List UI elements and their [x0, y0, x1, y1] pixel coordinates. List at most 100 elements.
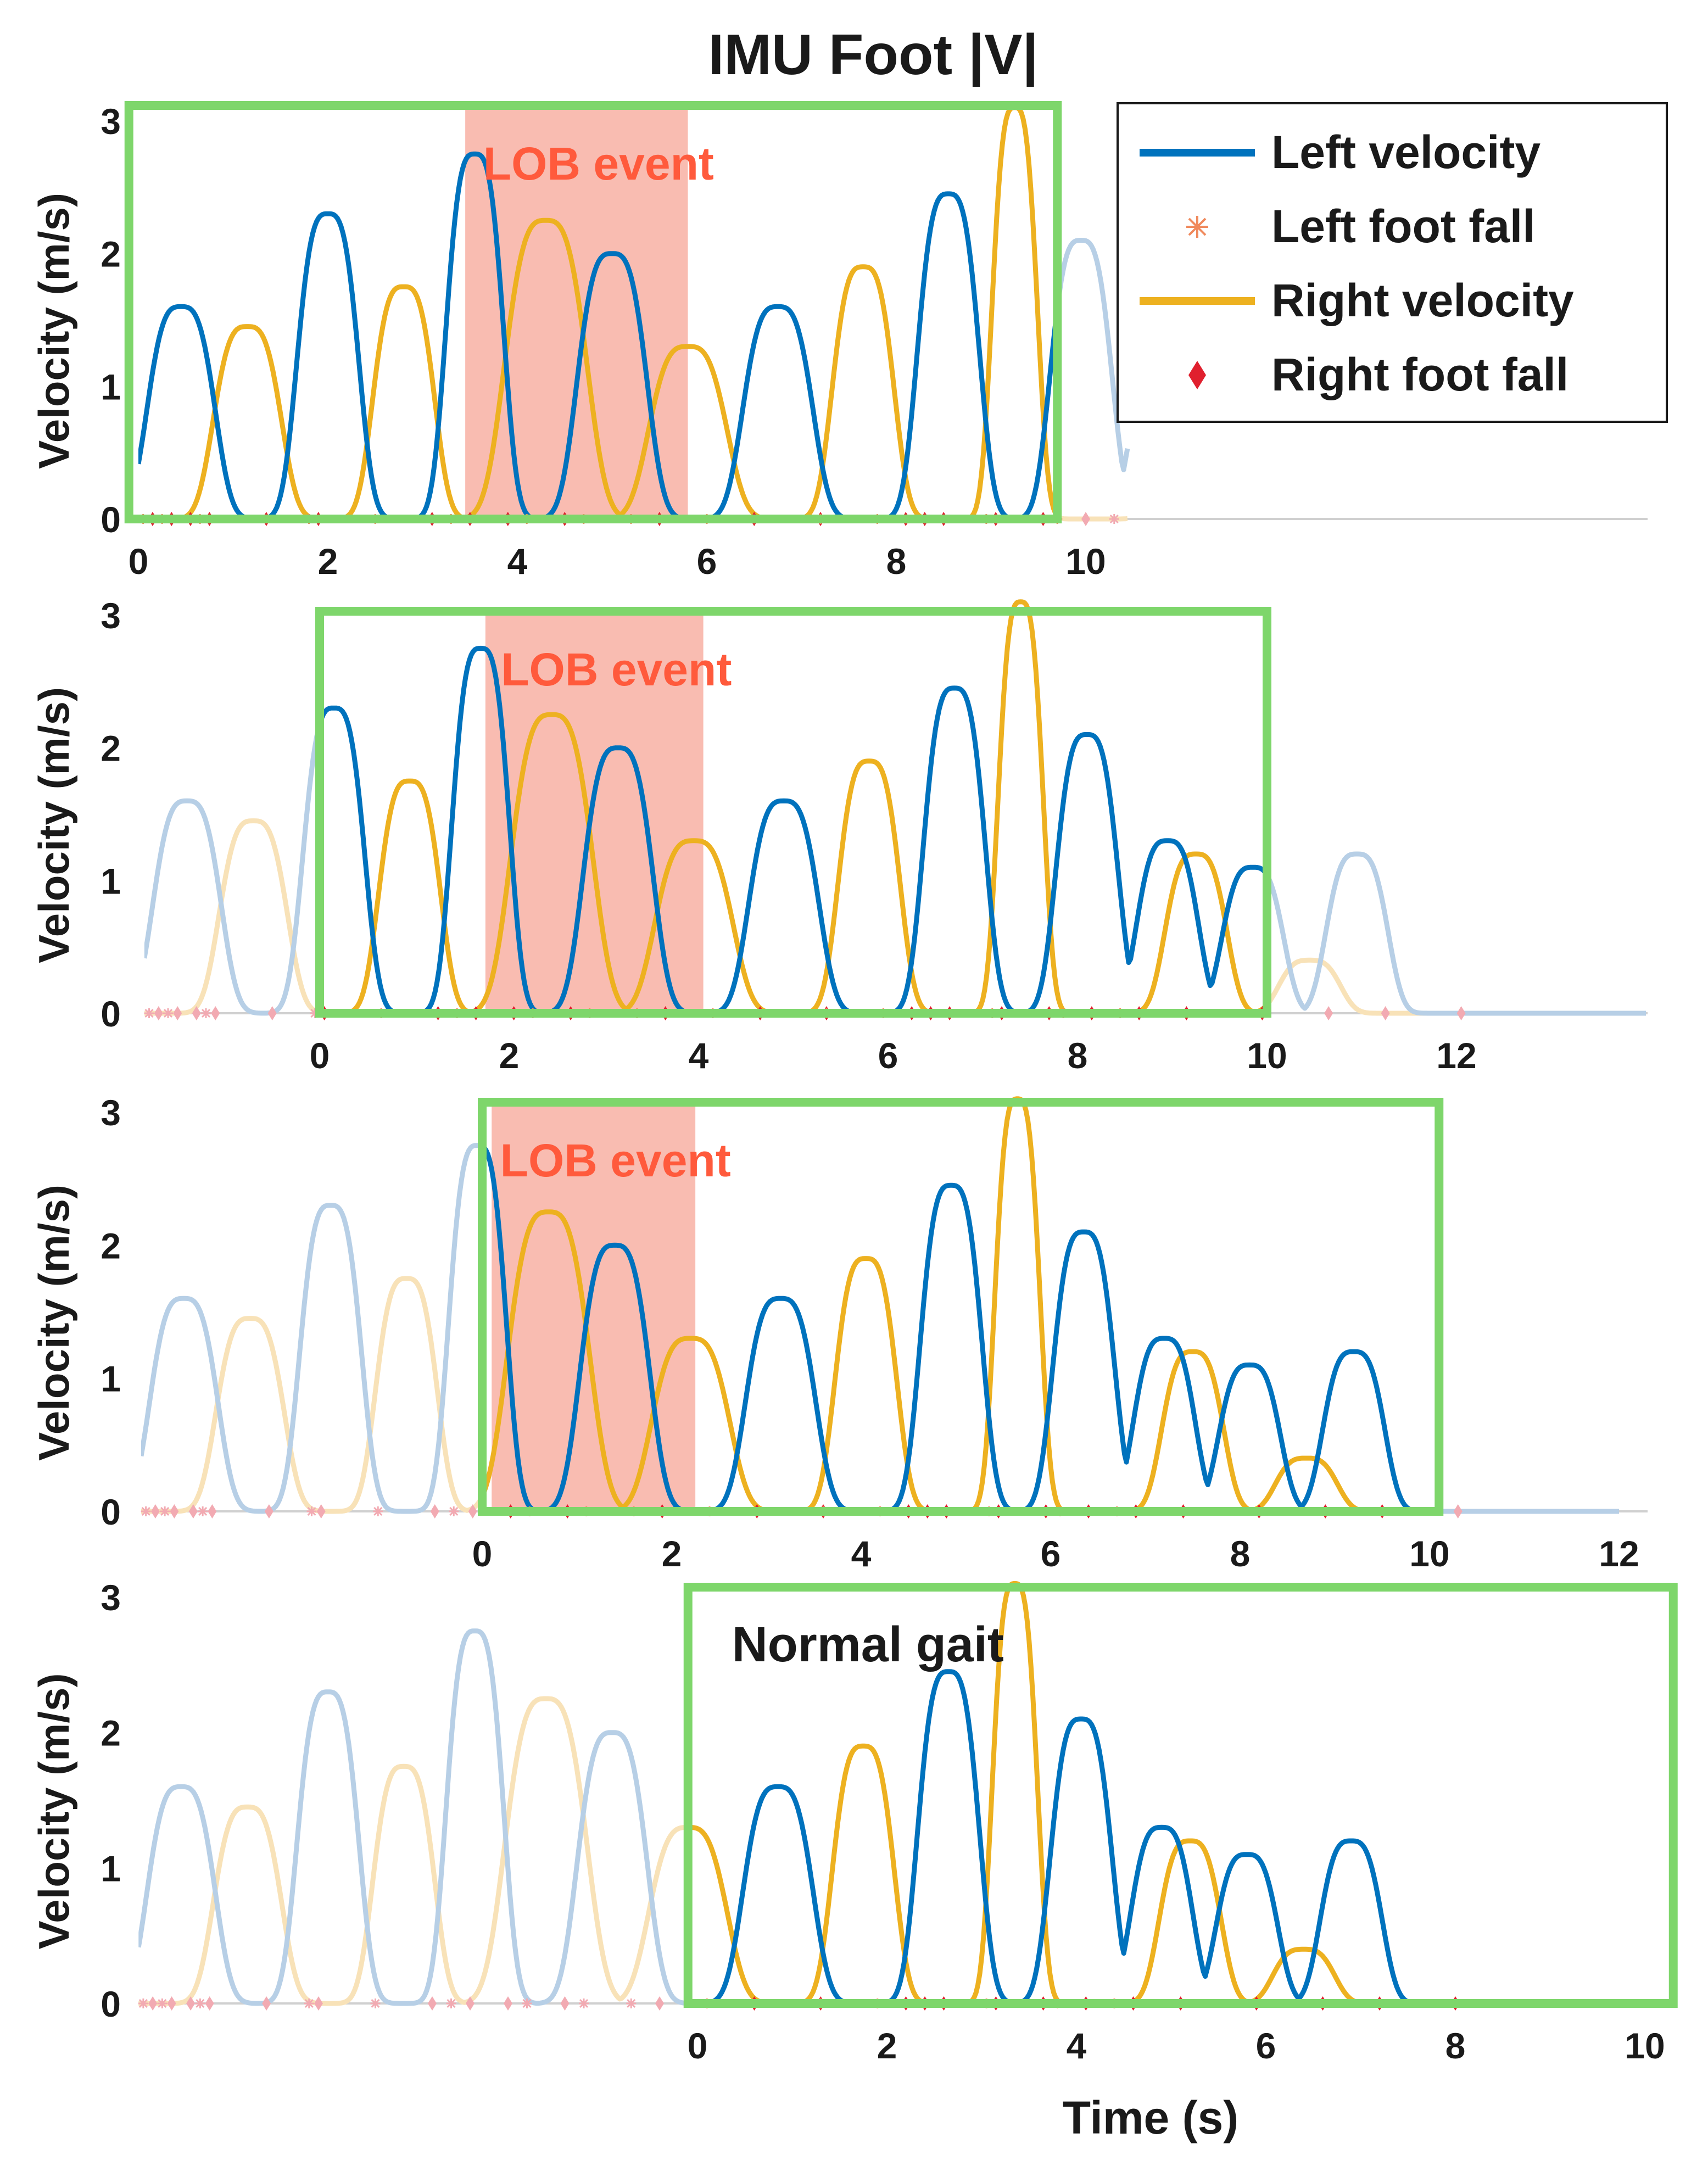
x-tick-label: 8 [1445, 2025, 1466, 2066]
right-foot-fall-marker [188, 1504, 198, 1519]
y-tick-label: 2 [101, 728, 121, 769]
x-tick-label: 8 [1230, 1533, 1251, 1574]
right-foot-fall-marker [1081, 512, 1090, 526]
y-tick-label: 3 [101, 101, 121, 142]
y-tick-label: 3 [101, 1577, 121, 1618]
left-foot-fall-marker [144, 1008, 154, 1018]
left-foot-fall-marker [449, 1506, 459, 1516]
right-velocity-line-faded [144, 818, 320, 1016]
x-tick-label: 12 [1436, 1035, 1476, 1076]
y-tick-label: 2 [101, 234, 121, 275]
right-foot-fall-marker [1453, 1504, 1463, 1519]
left-foot-fall-marker [579, 1998, 589, 2008]
x-tick-label: 10 [1247, 1035, 1287, 1076]
x-tick-label: 4 [1067, 2025, 1087, 2066]
x-tick-label: 10 [1065, 541, 1106, 582]
right-foot-fall-marker [170, 1504, 179, 1519]
highlight-box [315, 607, 1271, 1018]
left-foot-fall-marker [1109, 514, 1119, 524]
y-axis-label: Velocity (m/s) [30, 1673, 78, 1950]
x-tick-label: 4 [851, 1533, 872, 1574]
right-foot-fall-legend-swatch [1188, 361, 1206, 389]
series-group [144, 599, 1646, 1016]
right-foot-fall-marker [430, 1504, 439, 1519]
x-tick-label: 2 [662, 1533, 682, 1574]
left-foot-fall-marker [626, 1998, 637, 2008]
panel-1: LOB event 0 1 2 3 Velocity (m/s) 0 2 4 6 8 10 [30, 101, 1648, 582]
right-foot-fall-marker [316, 1504, 326, 1519]
left-velocity-line-faded [1054, 238, 1130, 472]
y-tick-label: 2 [101, 1713, 121, 1754]
left-foot-fall-marker [195, 1998, 205, 2008]
x-tick-label: 0 [688, 2025, 708, 2066]
right-foot-fall-marker [560, 1996, 570, 2011]
right-foot-fall-marker [314, 1996, 323, 2011]
y-tick-label: 2 [101, 1225, 121, 1266]
x-axis-label: Time (s) [1063, 2092, 1239, 2143]
right-velocity-line-faded [1265, 957, 1646, 1016]
y-tick-label: 0 [101, 1492, 121, 1532]
x-tick-label: 2 [877, 2025, 897, 2066]
panel-4: Normal gait 0 1 2 3 Velocity (m/s) 0 2 4 6 8 10 [30, 1577, 1678, 2066]
y-axis-label: Velocity (m/s) [30, 193, 78, 469]
x-tick-label: 6 [878, 1035, 898, 1076]
x-tick-label: 8 [1068, 1035, 1088, 1076]
left-velocity-line-faded [138, 1628, 689, 2006]
left-foot-fall-marker [163, 1008, 173, 1018]
y-tick-label: 3 [101, 595, 121, 636]
highlight-box [124, 101, 1062, 523]
x-tick-label: 4 [689, 1035, 709, 1076]
y-tick-label: 0 [101, 993, 121, 1034]
right-velocity-line-faded [138, 1696, 689, 2006]
right-foot-fall-marker [655, 1996, 664, 2011]
legend-label: Right velocity [1271, 275, 1574, 326]
right-foot-fall-marker [466, 1996, 475, 2011]
left-foot-fall-marker [304, 1998, 314, 2008]
x-tick-label: 6 [1041, 1533, 1061, 1574]
chart-title: IMU Foot |V| [708, 23, 1038, 87]
right-foot-fall-marker [150, 1504, 160, 1519]
x-tick-label: 2 [499, 1035, 520, 1076]
left-foot-fall-marker [141, 1506, 151, 1516]
x-tick-label: 6 [1256, 2025, 1276, 2066]
right-foot-fall-marker [504, 1996, 512, 2011]
x-tick-label: 12 [1599, 1533, 1639, 1574]
x-tick-label: 10 [1409, 1533, 1449, 1574]
lob-event-annotation: LOB event [500, 1135, 731, 1186]
lob-event-annotation: LOB event [501, 644, 732, 695]
x-tick-label: 0 [129, 541, 149, 582]
y-tick-label: 1 [101, 1359, 121, 1399]
left-foot-fall-marker [306, 1506, 317, 1516]
left-foot-fall-marker [201, 1008, 211, 1018]
x-tick-label: 10 [1625, 2025, 1665, 2066]
right-foot-fall-marker [173, 1006, 182, 1020]
right-foot-fall-marker [428, 1996, 437, 2011]
y-axis-label: Velocity (m/s) [30, 1185, 78, 1461]
right-velocity-line-faded [141, 1276, 485, 1514]
right-foot-fall-marker [208, 1504, 217, 1519]
x-tick-label: 4 [507, 541, 528, 582]
right-foot-fall-marker [1381, 1006, 1390, 1020]
right-foot-fall-marker [267, 1006, 277, 1020]
right-foot-fall-marker [211, 1006, 220, 1020]
left-foot-fall-marker [373, 1506, 383, 1516]
left-foot-fall-marker [446, 1998, 456, 2008]
x-tick-label: 0 [310, 1035, 330, 1076]
right-foot-fall-marker [186, 1996, 196, 2011]
x-tick-label: 8 [886, 541, 907, 582]
left-foot-fall-marker [198, 1506, 208, 1516]
lob-event-annotation: LOB event [483, 138, 714, 189]
left-velocity-line [317, 645, 1269, 1016]
right-foot-fall-marker [262, 1996, 271, 2011]
highlight-box [683, 1583, 1678, 2008]
left-velocity-line [138, 151, 1060, 522]
x-tick-label: 0 [472, 1533, 493, 1574]
y-tick-label: 3 [101, 1092, 121, 1133]
y-axis-label: Velocity (m/s) [30, 687, 78, 963]
legend: Left velocity Left foot fall Right velocit… [1117, 102, 1668, 423]
x-tick-label: 2 [318, 541, 338, 582]
left-foot-fall-legend-swatch [1186, 216, 1208, 238]
